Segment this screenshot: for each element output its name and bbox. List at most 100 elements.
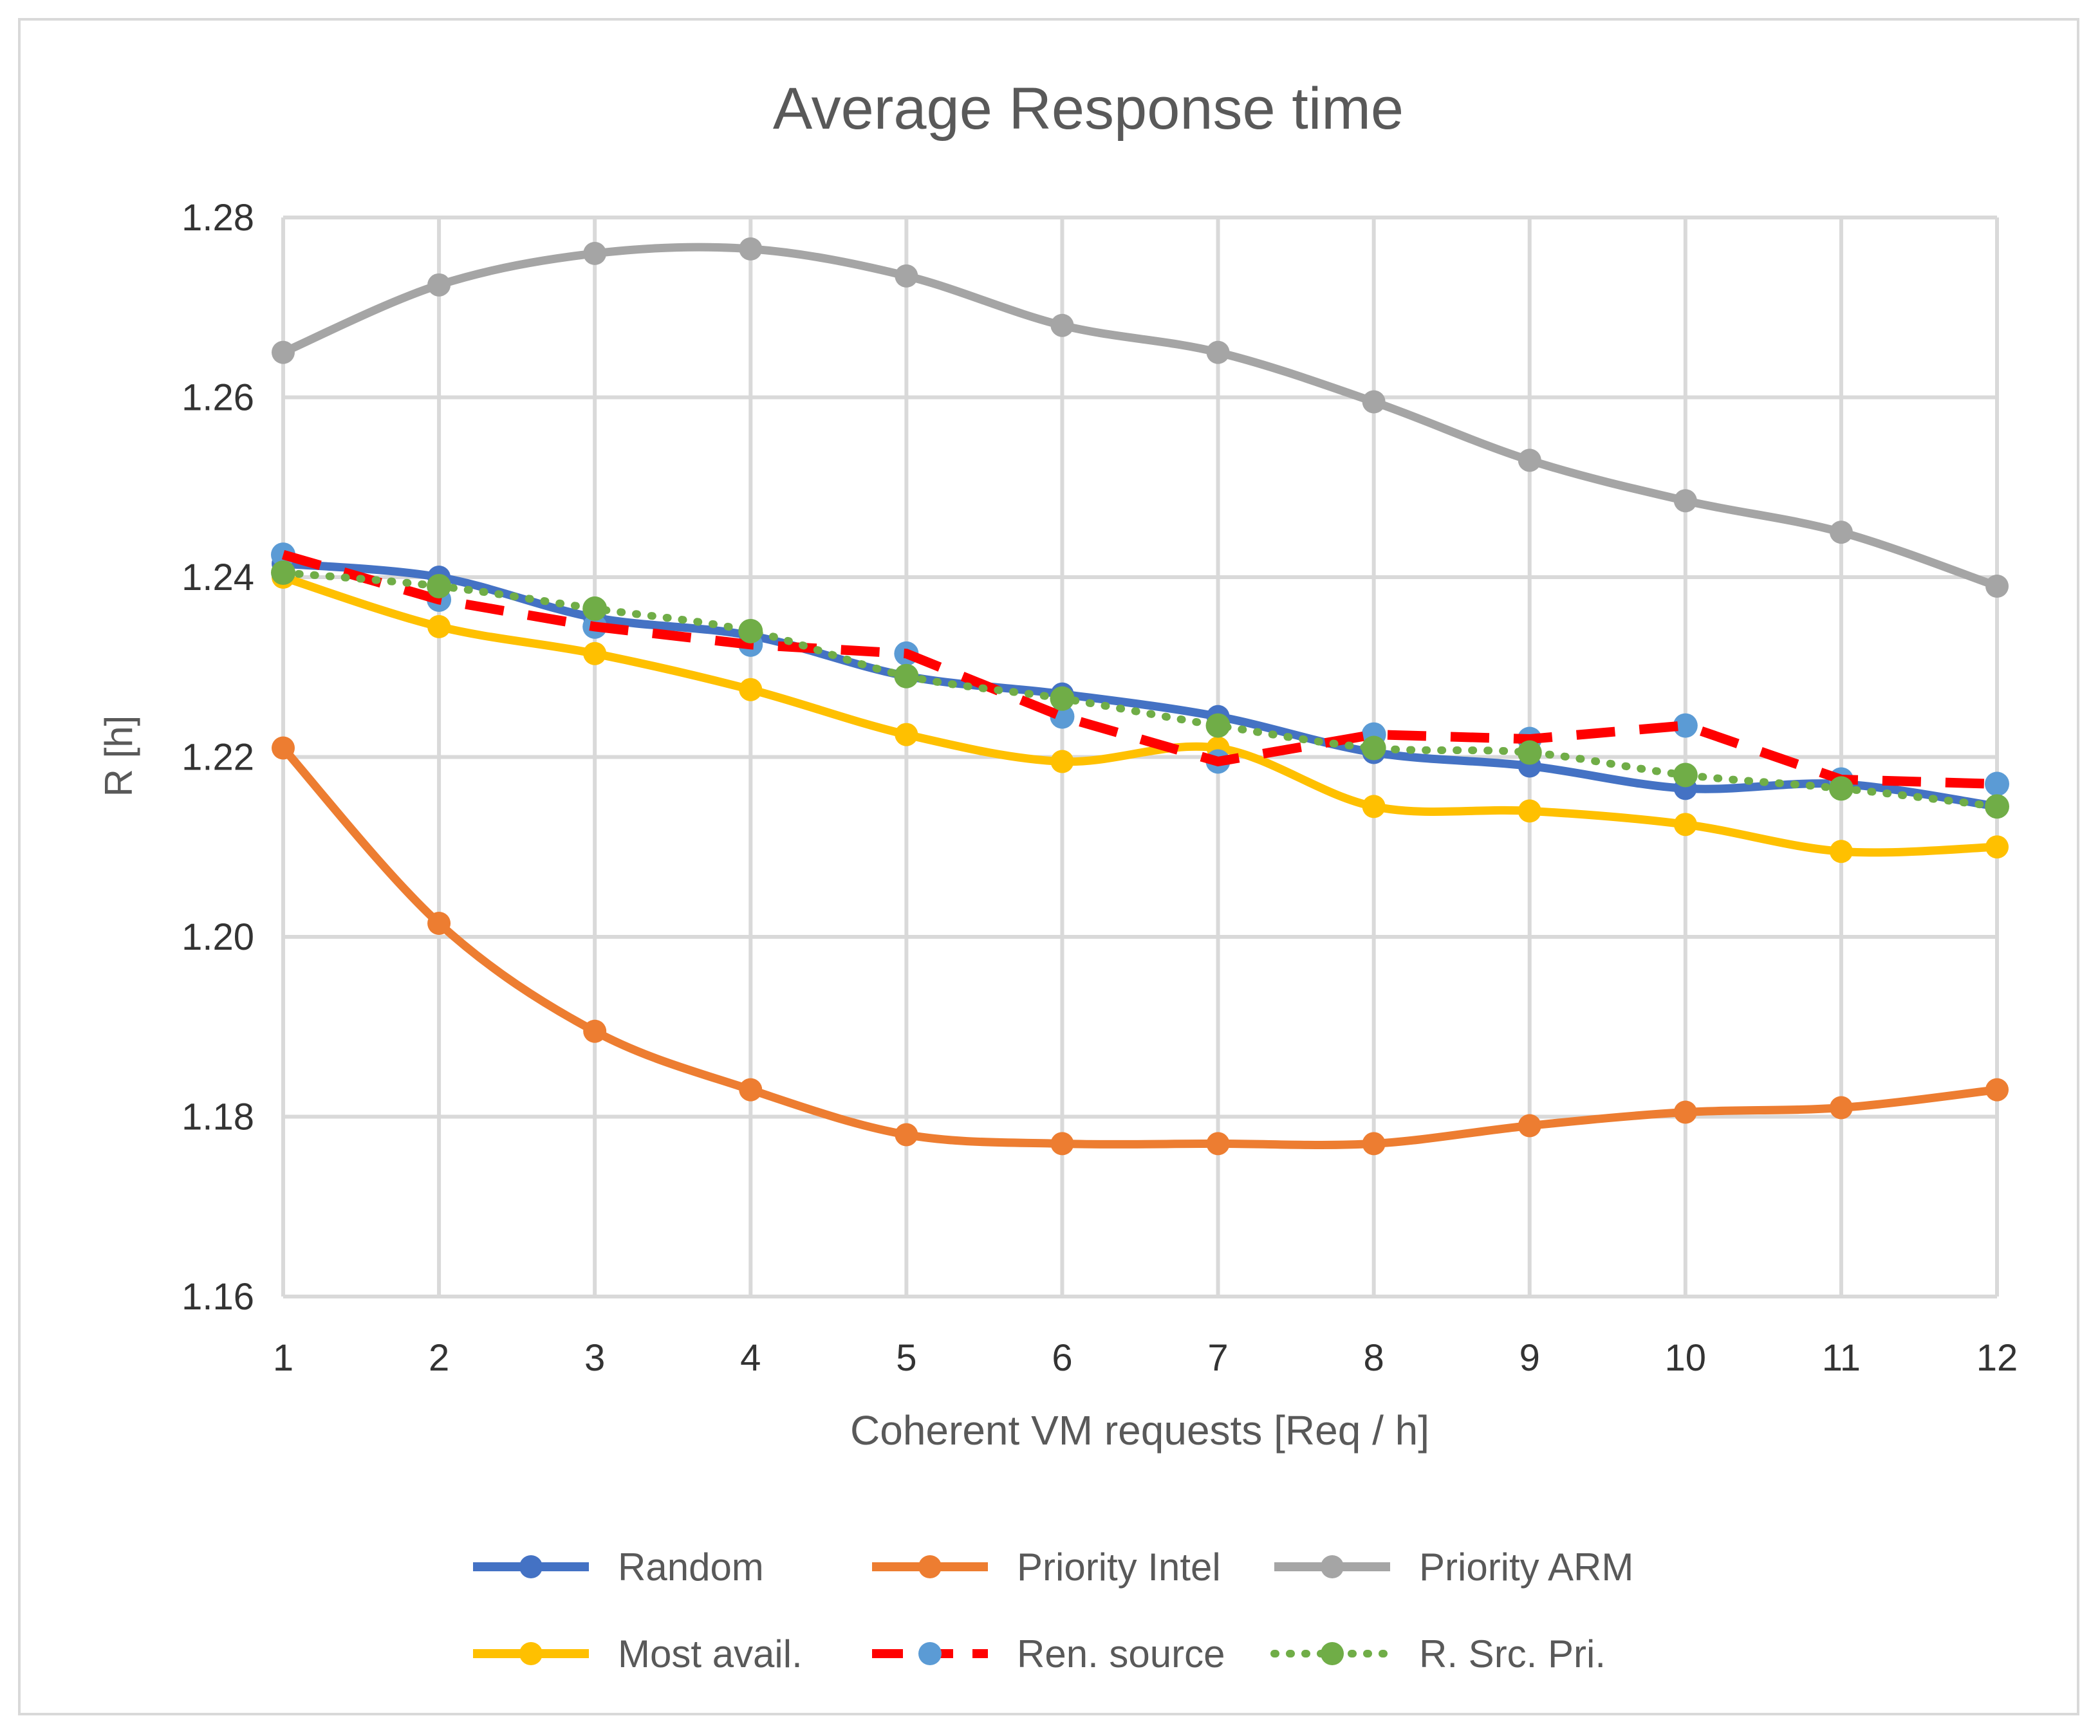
data-point (1362, 390, 1386, 414)
data-point (1673, 489, 1697, 513)
data-point (1050, 313, 1074, 337)
data-point (582, 596, 608, 621)
data-point (1673, 813, 1697, 836)
legend-item: R. Src. Pri. (1270, 1632, 1606, 1676)
data-point (1361, 735, 1386, 761)
series-line (282, 573, 1998, 857)
data-point (1985, 574, 2009, 598)
data-point (1829, 1096, 1853, 1120)
series-most-avail- (272, 566, 2009, 863)
legend-label: Most avail. (618, 1632, 803, 1676)
data-point (739, 237, 763, 261)
legend-item: Priority ARM (1274, 1546, 1633, 1589)
x-tick-label: 6 (1052, 1337, 1072, 1379)
legend-item: Random (473, 1546, 764, 1589)
y-tick-label: 1.26 (181, 377, 254, 419)
legend-label: Priority ARM (1419, 1546, 1633, 1589)
series-line (279, 569, 2001, 811)
data-point (427, 573, 452, 598)
data-point (1050, 1132, 1074, 1156)
data-point (583, 241, 607, 265)
y-tick-label: 1.22 (181, 737, 254, 779)
data-point (583, 642, 607, 665)
data-point (271, 560, 295, 586)
x-tick-label: 8 (1364, 1337, 1384, 1379)
x-tick-label: 11 (1822, 1337, 1861, 1379)
series-r-src-pri- (271, 560, 2009, 819)
legend: Random Priority Intel Priority ARM Most ava… (473, 1546, 1633, 1676)
series-layer (271, 237, 2009, 1156)
data-point (1518, 1114, 1541, 1138)
data-point (427, 614, 451, 638)
legend-item: Most avail. (473, 1632, 803, 1676)
data-point (583, 1019, 607, 1043)
data-point (427, 273, 451, 297)
legend-item: Ren. source (872, 1632, 1225, 1676)
data-point (1829, 521, 1853, 544)
legend-swatch-marker (519, 1555, 543, 1578)
grid (281, 216, 1999, 1298)
legend-swatch-marker (918, 1642, 942, 1665)
data-point (1206, 340, 1230, 364)
data-point (1518, 799, 1541, 823)
legend-swatch-marker (519, 1642, 543, 1665)
data-point (895, 264, 918, 288)
legend-swatch-marker (1321, 1555, 1344, 1578)
x-tick-label: 7 (1207, 1337, 1228, 1379)
data-point (1205, 713, 1231, 738)
x-tick-label: 5 (896, 1337, 916, 1379)
y-tick-label: 1.18 (181, 1096, 254, 1138)
data-point (739, 678, 763, 701)
data-point (427, 912, 451, 936)
x-tick-label: 3 (584, 1337, 605, 1379)
x-tick-label: 12 (1976, 1337, 2018, 1379)
x-tick-label: 10 (1665, 1337, 1707, 1379)
data-point (739, 1078, 763, 1102)
legend-label: Priority Intel (1017, 1546, 1221, 1589)
legend-item: Priority Intel (872, 1546, 1221, 1589)
chart-title: Average Response time (773, 76, 1404, 142)
data-point (1828, 776, 1854, 801)
data-point (272, 340, 295, 364)
data-point (1206, 1132, 1230, 1156)
legend-label: Random (618, 1546, 764, 1589)
data-point (1985, 794, 2009, 819)
x-axis-label: Coherent VM requests [Req / h] (850, 1407, 1429, 1454)
data-point (894, 663, 919, 688)
y-tick-label: 1.24 (181, 557, 254, 598)
series-line (281, 243, 1999, 591)
data-point (1829, 840, 1853, 863)
y-tick-label: 1.20 (181, 916, 254, 958)
data-point (1050, 750, 1074, 773)
chart-frame (18, 18, 2079, 1715)
legend-swatch-marker (1321, 1642, 1344, 1665)
y-tick-label: 1.16 (181, 1276, 254, 1318)
x-tick-label: 4 (740, 1337, 761, 1379)
data-point (1518, 448, 1541, 472)
data-point (1673, 1100, 1697, 1124)
series-line (283, 559, 1998, 811)
legend-label: Ren. source (1017, 1632, 1225, 1676)
data-point (1673, 713, 1698, 738)
y-tick-labels: 1.16 1.18 1.20 1.22 1.24 1.26 1.28 (181, 197, 254, 1318)
data-point (738, 618, 763, 643)
x-tick-label: 1 (273, 1337, 293, 1379)
data-point (1673, 762, 1698, 788)
data-point (895, 723, 918, 746)
y-tick-label: 1.28 (181, 197, 254, 239)
x-tick-label: 2 (429, 1337, 449, 1379)
data-point (895, 1123, 918, 1147)
series-priority-intel (272, 736, 2009, 1156)
series-line (280, 745, 1998, 1149)
x-tick-label: 9 (1519, 1337, 1540, 1379)
legend-swatch-marker (918, 1555, 942, 1578)
data-point (1050, 686, 1075, 711)
data-point (272, 736, 295, 760)
data-point (1362, 1132, 1386, 1156)
series-ren-source (271, 542, 2009, 797)
y-axis-label: R [h] (97, 716, 140, 797)
data-point (1985, 1078, 2009, 1102)
series-line (281, 549, 1998, 789)
series-priority-arm (272, 237, 2009, 598)
